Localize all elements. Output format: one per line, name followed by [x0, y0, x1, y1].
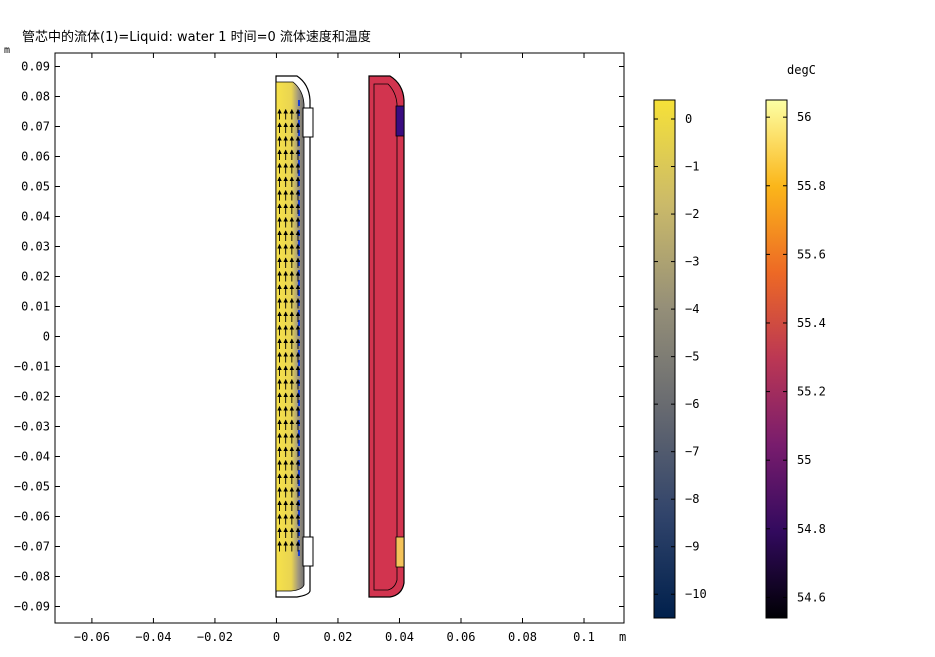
- velocity-bottom-port: [302, 536, 314, 567]
- y-tick-label: 0.01: [21, 300, 50, 314]
- y-tick-label: 0.05: [21, 180, 50, 194]
- temperature-region: [368, 75, 405, 598]
- velocity-arrows: [277, 109, 301, 552]
- x-tick-label: −0.02: [197, 630, 233, 644]
- y-tick-label: 0.02: [21, 270, 50, 284]
- colorbar-tick-label: −5: [685, 350, 699, 364]
- colorbar-tick-label: 56: [797, 110, 811, 124]
- y-tick-label: −0.04: [14, 450, 50, 464]
- y-tick-label: −0.05: [14, 480, 50, 494]
- colorbar-tick-label: 55: [797, 453, 811, 467]
- y-tick-label: −0.02: [14, 390, 50, 404]
- velocity-colorbar-ticks: 0 −1 −2 −3 −4 −5 −6 −7 −8 −9 −10: [654, 112, 707, 601]
- y-tick-label: 0.09: [21, 60, 50, 74]
- colorbar-tick-label: 54.8: [797, 522, 826, 536]
- colorbar-tick-label: −10: [685, 587, 707, 601]
- y-tick-label: 0.06: [21, 150, 50, 164]
- plot-area: [54, 52, 625, 624]
- colorbar-tick-label: 54.6: [797, 590, 826, 604]
- hot-port: [395, 536, 405, 568]
- temperature-colorbar: [765, 99, 788, 619]
- y-tick-label: −0.07: [14, 540, 50, 554]
- x-tick-label: −0.06: [74, 630, 110, 644]
- x-tick-label: 0.1: [573, 630, 595, 644]
- colorbar-tick-label: 55.8: [797, 179, 826, 193]
- colorbar-tick-label: −3: [685, 255, 699, 269]
- colorbar-tick-label: −6: [685, 397, 699, 411]
- y-tick-label: 0: [43, 330, 50, 344]
- y-tick-label: 0.08: [21, 90, 50, 104]
- y-axis: 0.09 0.08 0.07 0.06 0.05 0.04 0.03 0.02 0.01 0 −0.…: [14, 60, 624, 614]
- x-tick-label: −0.04: [135, 630, 171, 644]
- temperature-tube-outer: [368, 75, 405, 598]
- x-tick-label: 0.04: [385, 630, 414, 644]
- colorbar-tick-label: 55.4: [797, 316, 826, 330]
- x-tick-label: 0.08: [508, 630, 537, 644]
- colorbar-tick-label: −8: [685, 492, 699, 506]
- y-tick-label: 0.07: [21, 120, 50, 134]
- velocity-colorbar: [653, 99, 676, 619]
- colorbar-tick-label: −2: [685, 207, 699, 221]
- colorbar-tick-label: 55.2: [797, 385, 826, 399]
- chart-title: 管芯中的流体(1)=Liquid: water 1 时间=0 流体速度和温度: [22, 30, 371, 45]
- y-tick-label: −0.01: [14, 360, 50, 374]
- cold-port: [395, 105, 405, 137]
- colorbar-tick-label: 55.6: [797, 247, 826, 261]
- x-tick-label: 0: [273, 630, 280, 644]
- y-tick-label: −0.03: [14, 420, 50, 434]
- x-axis: −0.06 −0.04 −0.02 0 0.02 0.04 0.06 0.08 0.1: [74, 53, 595, 644]
- x-axis-unit: m: [619, 630, 626, 644]
- y-tick-label: 0.03: [21, 240, 50, 254]
- y-tick-label: 0.04: [21, 210, 50, 224]
- colorbar-tick-label: 0: [685, 112, 692, 126]
- temperature-tube-inner: [373, 83, 398, 591]
- y-tick-label: −0.06: [14, 510, 50, 524]
- y-tick-label: −0.08: [14, 570, 50, 584]
- x-tick-label: 0.06: [447, 630, 476, 644]
- colorbar-tick-label: −7: [685, 445, 699, 459]
- velocity-top-port: [302, 107, 314, 138]
- y-tick-label: −0.09: [14, 600, 50, 614]
- colorbar-tick-label: −4: [685, 302, 699, 316]
- temperature-unit: degC: [787, 63, 816, 77]
- velocity-region: [275, 75, 314, 598]
- y-axis-unit: m: [4, 45, 10, 56]
- colorbar-tick-label: −9: [685, 540, 699, 554]
- colorbar-tick-label: −1: [685, 160, 699, 174]
- x-tick-label: 0.02: [324, 630, 353, 644]
- temperature-colorbar-ticks: 56 55.8 55.6 55.4 55.2 55 54.8 54.6: [766, 110, 826, 604]
